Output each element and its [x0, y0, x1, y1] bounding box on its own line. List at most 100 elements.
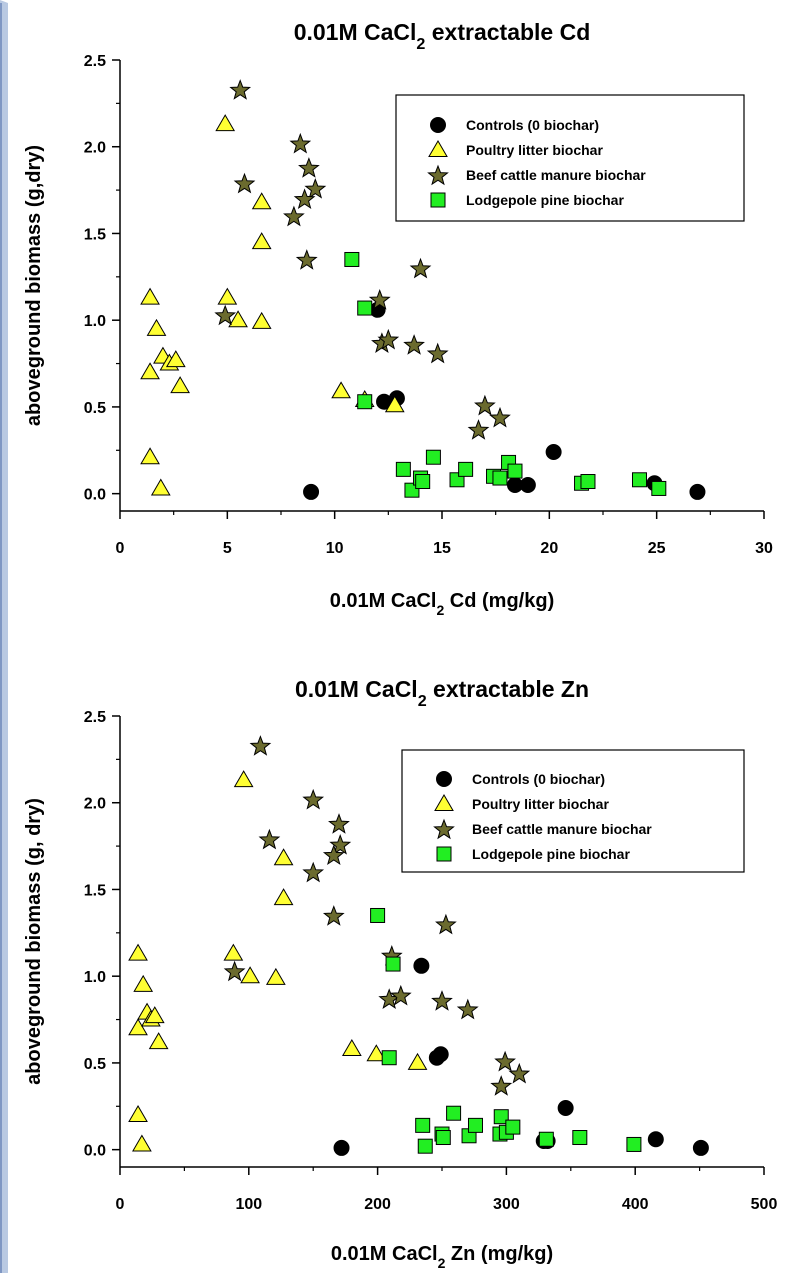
- data-point: [329, 833, 352, 855]
- data-point: [289, 132, 312, 154]
- legend-box: [395, 94, 745, 222]
- data-point: [557, 1100, 574, 1117]
- y-tick-label: 1.5: [84, 882, 106, 899]
- data-point: [572, 1130, 588, 1146]
- data-point: [128, 1018, 148, 1036]
- data-point: [395, 461, 411, 477]
- data-point: [249, 735, 272, 756]
- data-point: [432, 1046, 449, 1063]
- chart-title: 0.01M CaCl2 extractable Zn: [295, 676, 589, 710]
- data-point: [146, 318, 167, 336]
- data-point: [385, 956, 401, 972]
- data-point: [233, 770, 254, 788]
- data-point: [140, 287, 160, 305]
- data-point: [378, 988, 401, 1009]
- data-point: [333, 1139, 350, 1156]
- data-point: [341, 1039, 362, 1057]
- x-axis-label: 0.01M CaCl2 Zn (mg/kg): [331, 1243, 553, 1271]
- legend-entry: Lodgepole pine biochar: [472, 846, 630, 862]
- data-point: [505, 1119, 521, 1135]
- data-point: [144, 1006, 165, 1024]
- data-point: [170, 376, 190, 394]
- legend-marker: [436, 771, 452, 787]
- data-point: [626, 1136, 642, 1152]
- y-tick-label: 2.5: [84, 53, 106, 70]
- y-tick-label: 2.0: [84, 796, 106, 813]
- legend-box: [401, 749, 745, 873]
- data-point: [538, 1131, 554, 1147]
- data-point: [431, 990, 453, 1011]
- data-point: [140, 362, 160, 380]
- data-point: [381, 1050, 397, 1066]
- x-tick-label: 10: [326, 540, 344, 557]
- y-axis-label: aboveground biomass (g, dry): [23, 798, 45, 1085]
- data-point: [384, 395, 405, 413]
- data-point: [467, 419, 490, 440]
- y-tick-label: 1.0: [84, 969, 106, 986]
- legend-entry: Beef cattle manure biochar: [472, 821, 652, 837]
- data-point: [474, 394, 496, 416]
- series-triangle: [128, 770, 428, 1152]
- data-point: [217, 287, 238, 305]
- data-point: [228, 310, 248, 328]
- x-tick-label: 0: [116, 1196, 125, 1213]
- data-point: [692, 1139, 709, 1156]
- data-point: [128, 943, 148, 961]
- data-point: [240, 966, 260, 984]
- y-tick-label: 0.0: [84, 487, 106, 504]
- legend-marker: [430, 192, 446, 208]
- data-point: [128, 1104, 148, 1122]
- data-point: [150, 478, 171, 496]
- y-tick-label: 0.0: [84, 1143, 106, 1160]
- data-point: [293, 188, 316, 210]
- data-point: [507, 463, 523, 479]
- data-point: [456, 998, 479, 1020]
- data-point: [233, 172, 256, 194]
- data-point: [407, 1052, 428, 1070]
- series-square: [370, 907, 642, 1154]
- data-point: [508, 1062, 531, 1084]
- data-point: [493, 1109, 509, 1125]
- data-point: [467, 1117, 483, 1133]
- y-axis-label: aboveground biomass (g,dry): [23, 145, 45, 426]
- data-point: [413, 957, 430, 974]
- x-tick-label: 100: [235, 1196, 262, 1213]
- legend-marker: [433, 818, 455, 840]
- data-point: [409, 257, 432, 279]
- legend-marker: [430, 117, 446, 133]
- y-tick-label: 1.5: [84, 226, 106, 243]
- legend: Controls (0 biochar) Poultry litter bioch…: [401, 749, 745, 873]
- data-point: [370, 907, 386, 923]
- x-tick-label: 25: [648, 540, 666, 557]
- chart-1: 0.01M CaCl2 extractable Cd 0 5 10 15 20 25 30 0.…: [23, 19, 773, 618]
- data-point: [215, 114, 236, 132]
- data-point: [458, 461, 474, 477]
- legend-entry: Poultry litter biochar: [472, 796, 609, 812]
- data-point: [631, 472, 647, 488]
- data-point: [132, 1134, 152, 1152]
- data-point: [435, 1130, 451, 1146]
- y-tick-label: 0.5: [84, 1056, 106, 1073]
- y-tick-label: 0.5: [84, 400, 106, 417]
- chart-title: 0.01M CaCl2 extractable Cd: [294, 19, 591, 53]
- data-point: [489, 406, 511, 428]
- data-point: [417, 1138, 433, 1154]
- data-point: [251, 311, 272, 329]
- data-point: [494, 1050, 516, 1072]
- legend-marker: [434, 794, 454, 811]
- data-point: [368, 288, 391, 310]
- data-point: [265, 967, 286, 985]
- legend-entry: Lodgepole pine biochar: [466, 192, 624, 208]
- data-point: [492, 470, 508, 486]
- series-triangle: [140, 114, 405, 496]
- data-point: [273, 848, 294, 866]
- data-point: [302, 788, 325, 810]
- data-point: [344, 251, 360, 267]
- data-point: [229, 79, 252, 100]
- data-point: [357, 300, 373, 316]
- data-point: [425, 449, 441, 465]
- data-point: [415, 1117, 431, 1133]
- data-point: [426, 342, 449, 364]
- data-point: [647, 1131, 664, 1148]
